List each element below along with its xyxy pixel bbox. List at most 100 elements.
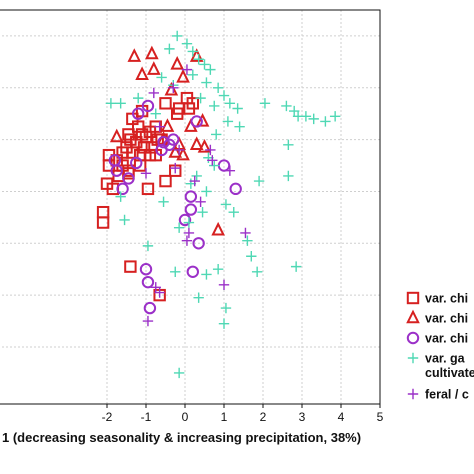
data-point-plus [201,186,212,197]
data-point-triangle [197,138,212,153]
data-point-circle [122,172,135,185]
data-point-circle [143,301,157,315]
data-point-circle [186,265,200,279]
data-point-plus [207,155,218,166]
data-point-plus [308,113,319,125]
data-point-plus [183,217,195,228]
data-point-plus [218,279,230,290]
x-tick-label: -1 [141,410,152,424]
x-tick-label: 3 [299,410,306,424]
data-point-circle [190,115,203,128]
data-point-plus [150,282,161,293]
data-point-plus [158,196,169,208]
data-point-plus [251,266,263,278]
data-point-square [159,174,172,188]
legend-marker-triangle [406,309,420,324]
legend-background [398,288,474,414]
data-point-plus [197,206,208,218]
x-axis-title: 1 (decreasing seasonality & increasing p… [2,430,361,445]
data-point-triangle [160,118,175,132]
data-point-plus [211,129,222,140]
data-point-circle [184,203,198,216]
data-point-triangle [135,66,149,81]
data-point-circle [155,143,168,157]
data-point-plus [170,162,181,174]
data-point-triangle [109,128,124,143]
data-point-plus [242,235,253,246]
data-point-plus [209,160,220,171]
data-point-plus [212,82,224,93]
data-point-triangle [146,61,161,75]
x-tick-label: -2 [102,410,113,424]
data-point-plus [133,92,144,104]
data-point-circle [178,213,192,227]
data-point-triangle [176,146,190,161]
data-point-plus [220,199,232,210]
data-point-plus [181,38,193,49]
x-tick-label: 4 [338,410,345,424]
data-point-triangle [168,144,183,158]
data-point-circle [192,237,205,250]
series-square [96,91,200,302]
data-point-circle [141,99,155,113]
data-point-plus [283,139,294,150]
data-point-circle [130,156,143,170]
data-point-square [182,102,196,115]
legend-label: feral / c [425,388,469,402]
data-point-plus [148,87,159,99]
data-point-plus [140,168,152,179]
data-point-plus [142,240,154,252]
data-point-plus [115,98,126,109]
data-point-plus [168,82,179,93]
data-point-square [124,260,137,273]
x-tick-label: 2 [260,410,267,424]
data-point-square [132,120,145,133]
data-point-circle [141,275,155,289]
data-point-plus [119,214,130,226]
data-point-plus [201,77,212,88]
data-point-plus [105,98,117,109]
data-point-plus [164,43,175,55]
data-points [96,30,341,379]
legend-marker-square [406,291,420,305]
data-point-plus [195,92,206,104]
data-point-plus [115,191,126,202]
data-point-plus [187,69,198,81]
data-point-plus [181,235,193,246]
data-point-plus [201,269,212,280]
data-point-plus [212,264,224,275]
data-point-triangle [176,68,190,83]
data-point-square [141,182,155,196]
legend-marker-circle [406,331,420,345]
data-point-plus [246,251,257,262]
data-point-plus [189,175,200,187]
data-point-plus [183,227,195,239]
data-point-circle [167,133,180,146]
data-point-plus [209,100,220,112]
data-point-plus [300,111,312,122]
data-point-plus [199,59,210,70]
x-tick-label: 1 [221,410,228,424]
data-point-plus [172,30,183,42]
data-point-circle [229,182,242,196]
data-point-plus [154,121,165,132]
data-point-plus [290,261,302,272]
data-point-plus [259,98,271,109]
data-point-circle [110,164,123,177]
data-point-circle [139,263,153,276]
data-point-triangle [127,48,142,62]
data-point-triangle [195,113,210,127]
data-point-plus [329,111,341,122]
data-point-plus [222,116,234,127]
data-point-plus [181,64,193,75]
data-point-plus [224,98,236,109]
data-point-square [159,97,172,110]
x-tick-label: 5 [377,410,384,424]
legend-label-cont: cultivate [425,366,474,380]
data-point-plus [195,196,206,208]
data-point-plus [234,121,245,132]
data-point-plus [320,116,331,127]
series-plus [105,30,341,379]
